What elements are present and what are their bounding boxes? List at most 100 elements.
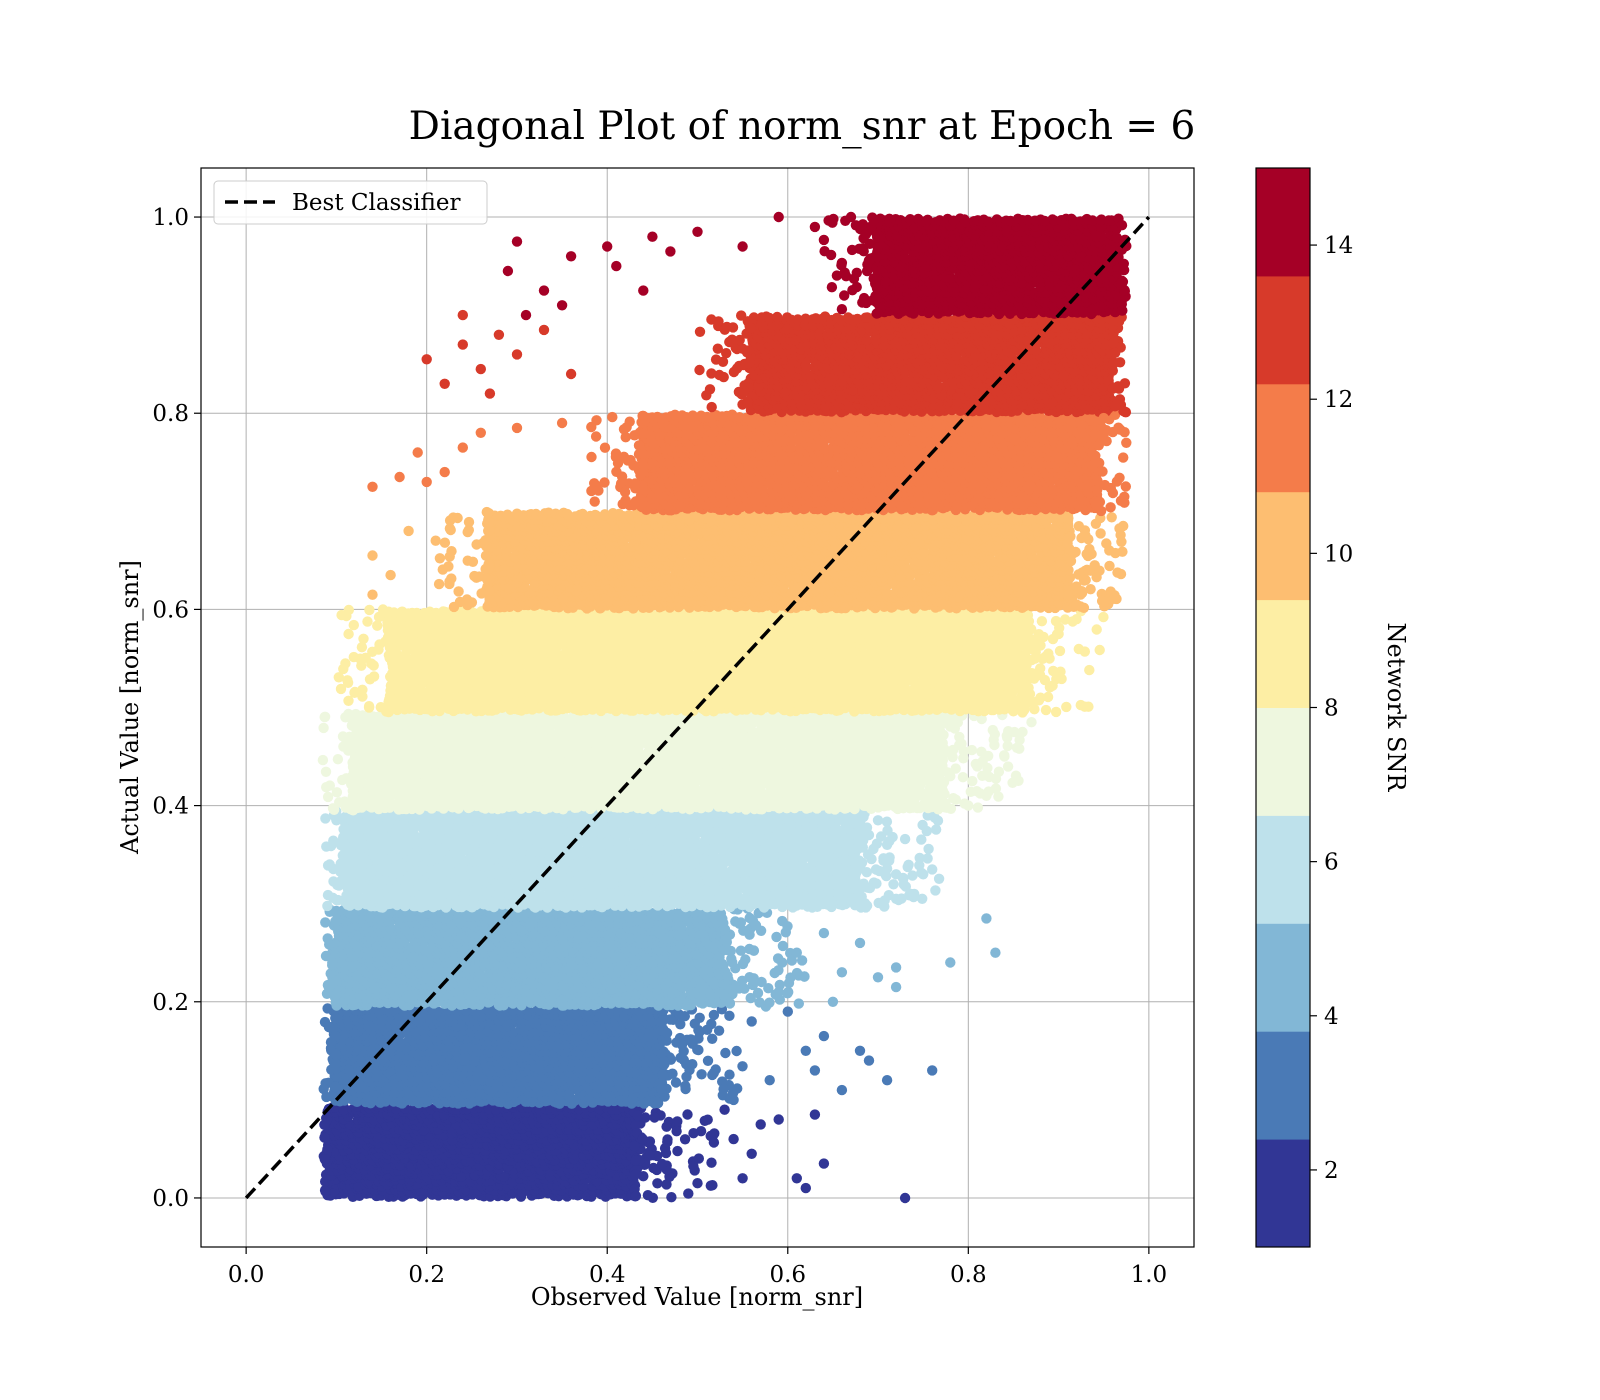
point-band-snr-bin-1 [318, 1101, 720, 1204]
data-point [707, 1033, 718, 1045]
data-point [661, 1121, 672, 1132]
data-point [722, 970, 733, 982]
data-point [323, 981, 334, 993]
data-point [771, 931, 782, 943]
data-point [321, 1091, 332, 1103]
data-point [630, 1190, 642, 1202]
data-point [661, 1027, 673, 1039]
data-point [732, 1083, 743, 1094]
data-point [731, 1045, 742, 1057]
data-point [330, 1031, 341, 1042]
data-point [647, 1192, 658, 1204]
data-point [687, 1059, 698, 1070]
data-point [630, 1169, 641, 1181]
data-point [696, 1069, 707, 1080]
data-point [683, 1188, 694, 1199]
data-point [705, 1180, 716, 1191]
data-point [456, 1171, 467, 1182]
data-point [319, 1154, 330, 1165]
data-point [656, 1083, 667, 1095]
data-point [323, 1021, 335, 1033]
data-point [320, 917, 331, 928]
data-point [498, 1171, 509, 1182]
data-point [667, 1068, 678, 1079]
data-point [322, 1144, 333, 1155]
data-point [632, 1110, 643, 1121]
data-point [676, 1039, 688, 1051]
data-point [692, 1044, 703, 1055]
data-point [672, 1116, 683, 1127]
data-point [331, 989, 342, 1000]
scatter-points [317, 211, 1132, 1204]
data-point [756, 976, 767, 988]
data-point [630, 1155, 641, 1166]
data-point [689, 1018, 700, 1029]
data-point [338, 1104, 349, 1116]
data-point [793, 998, 804, 1009]
data-point [321, 1114, 333, 1126]
data-point [681, 1071, 692, 1083]
data-point [780, 927, 791, 938]
data-point [649, 1112, 660, 1123]
data-point [799, 971, 810, 982]
data-point [675, 1019, 686, 1030]
data-point [656, 1158, 668, 1170]
data-point [720, 1047, 731, 1059]
data-point [672, 1145, 683, 1157]
data-point [629, 1140, 640, 1152]
data-point [320, 1186, 331, 1197]
data-point [713, 1025, 725, 1036]
data-point [754, 997, 765, 1008]
data-point [652, 1178, 663, 1189]
data-point [688, 1128, 699, 1139]
data-point [764, 997, 775, 1008]
data-point [737, 958, 749, 970]
data-point [730, 916, 741, 927]
data-point [679, 1134, 691, 1145]
data-point [718, 1083, 729, 1095]
data-point [721, 936, 732, 948]
data-point [769, 967, 780, 979]
data-point [330, 1081, 341, 1093]
point-band-snr-bin-3 [320, 903, 810, 1012]
data-point [744, 929, 755, 940]
data-point [772, 953, 784, 964]
chart-title: Diagonal Plot of norm_snr at Epoch = 6 [409, 104, 1196, 149]
data-point [747, 915, 759, 926]
data-point [785, 972, 796, 983]
data-point [665, 1014, 676, 1025]
data-point [707, 1069, 718, 1081]
data-point [662, 1136, 673, 1148]
data-point [319, 1132, 330, 1143]
data-point [671, 1126, 682, 1137]
point-band-snr-bin-4 [320, 805, 945, 913]
data-point [706, 1157, 717, 1168]
data-point [735, 945, 747, 956]
data-point [666, 1192, 677, 1203]
data-point [660, 1147, 672, 1159]
data-point [702, 1055, 714, 1067]
data-point [688, 1161, 699, 1172]
data-point [685, 1034, 697, 1045]
data-point [708, 1137, 720, 1148]
data-point [737, 1061, 748, 1072]
data-point [637, 1133, 648, 1145]
data-point [719, 924, 731, 935]
data-point [330, 1013, 341, 1024]
data-point [737, 975, 748, 986]
data-point [657, 1069, 668, 1081]
data-point [330, 1058, 341, 1070]
data-point [752, 987, 764, 999]
data-point [680, 1080, 691, 1092]
data-point [724, 998, 736, 1009]
data-point [327, 957, 338, 968]
data-point [330, 1048, 341, 1059]
data-point [748, 945, 759, 956]
data-point [724, 1069, 735, 1080]
data-point [702, 1114, 713, 1125]
point-band-snr-bin-2 [318, 1002, 748, 1110]
data-point [322, 933, 333, 944]
data-point [682, 1109, 693, 1120]
data-point [659, 1059, 670, 1070]
